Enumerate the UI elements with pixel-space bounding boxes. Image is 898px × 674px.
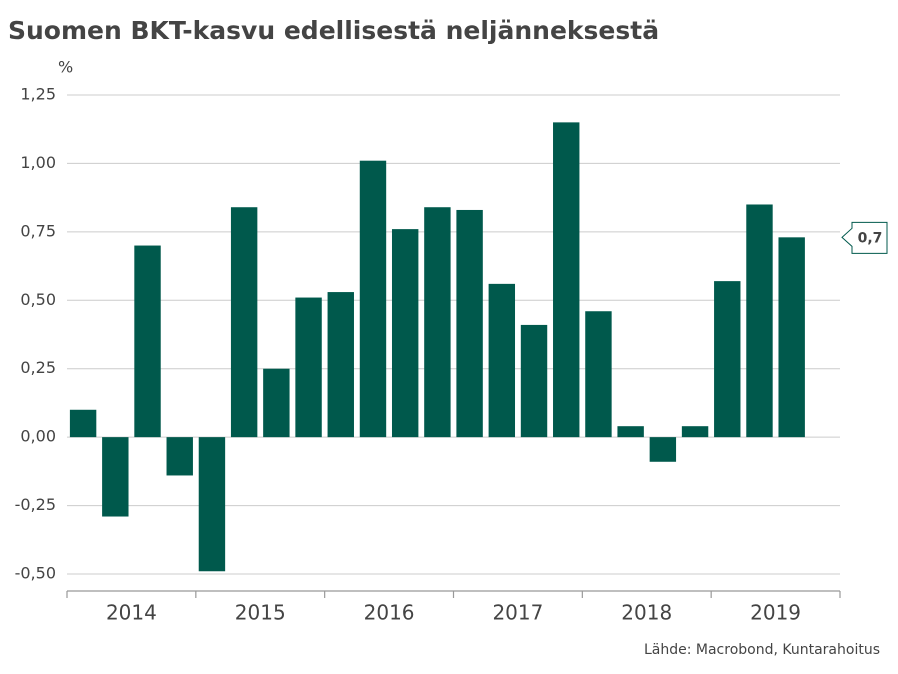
bar xyxy=(69,409,97,438)
bar xyxy=(456,209,483,438)
bar xyxy=(649,437,677,462)
bar xyxy=(295,297,322,438)
x-tick-label: 2017 xyxy=(492,601,543,625)
bar xyxy=(134,245,161,438)
y-tick-label: 0,25 xyxy=(20,358,56,377)
source: Lähde: Macrobond, Kuntarahoitus xyxy=(644,642,880,658)
bar xyxy=(488,283,516,438)
x-tick-label: 2015 xyxy=(235,601,286,625)
bar xyxy=(714,281,741,438)
x-tick-label: 2019 xyxy=(750,601,801,625)
bar xyxy=(230,207,258,438)
bar xyxy=(263,368,290,438)
bar xyxy=(520,324,548,438)
bar xyxy=(585,311,612,438)
y-tick-label: -0,50 xyxy=(15,564,56,583)
bar xyxy=(359,160,387,438)
bar xyxy=(327,292,354,438)
bar xyxy=(746,204,773,438)
y-tick-label: -0,25 xyxy=(15,495,56,514)
y-tick-label: 0,00 xyxy=(20,427,56,446)
chart-title: Suomen BKT-kasvu edellisestä neljännekse… xyxy=(8,16,659,45)
bar xyxy=(102,437,129,517)
y-tick-label: 1,25 xyxy=(20,85,56,104)
x-tick-label: 2018 xyxy=(621,601,672,625)
bar xyxy=(391,229,419,438)
y-unit: % xyxy=(58,58,73,77)
y-tick-label: 1,00 xyxy=(20,153,56,172)
bar xyxy=(617,426,644,438)
bar xyxy=(166,437,193,476)
x-tick-label: 2016 xyxy=(364,601,415,625)
callout-box xyxy=(841,221,888,254)
x-tick-label: 2014 xyxy=(106,601,157,625)
bar xyxy=(778,237,805,438)
callout-label: 0,7 xyxy=(858,230,883,246)
bar xyxy=(424,207,451,438)
y-tick-label: 0,50 xyxy=(20,290,56,309)
bar xyxy=(553,122,580,438)
bar xyxy=(681,426,709,438)
bar xyxy=(198,437,226,572)
y-tick-label: 0,75 xyxy=(20,221,56,240)
